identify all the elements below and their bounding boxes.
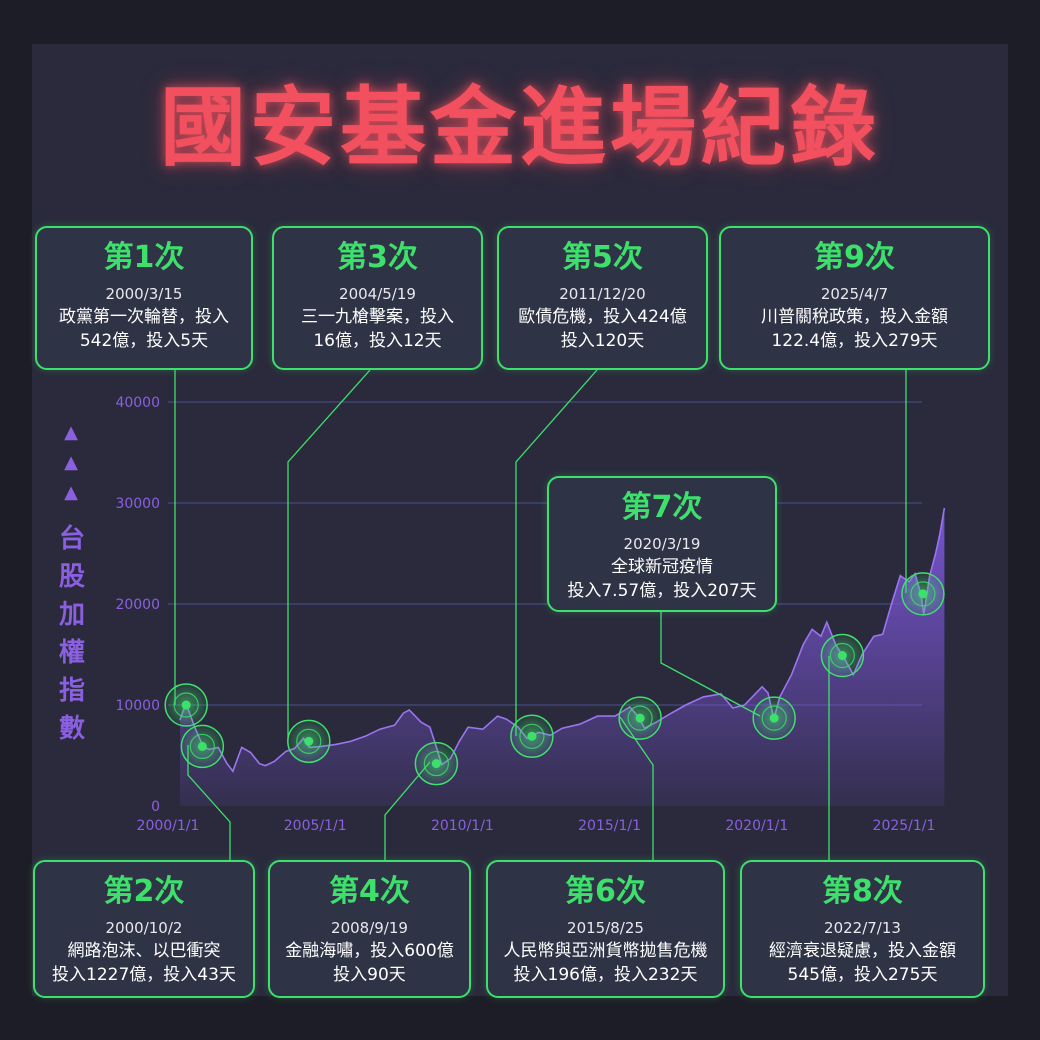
background-panel [32,44,1008,996]
event-label: 第4次 [329,874,410,909]
connector-line [515,369,598,736]
event-marker-dot [837,651,847,661]
event-description: 經濟衰退疑慮，投入金額 [769,941,956,961]
event-card: 第8次 2022/7/13 經濟衰退疑慮，投入金額 545億，投入275天 [740,860,985,998]
event-card: 第3次 2004/5/19 三一九槍擊案，投入 16億，投入12天 [272,226,483,370]
x-tick-label: 2015/1/1 [578,818,641,834]
event-description: 122.4億，投入279天 [771,331,938,351]
y-tick-label: 10000 [115,698,160,714]
event-marker-dot [635,713,645,723]
event-marker-dot [527,731,537,741]
event-date: 2015/8/25 [567,919,644,937]
event-description: 三一九槍擊案，投入 [301,307,454,327]
event-description: 網路泡沫、以巴衝突 [67,941,221,961]
event-marker-inner-ring [910,581,936,607]
event-date: 2025/4/7 [820,285,889,303]
event-label: 第7次 [621,490,703,525]
connector-line [287,369,371,740]
event-marker-inner-ring [627,705,653,731]
event-date: 2000/10/2 [105,919,183,937]
event-card: 第1次 2000/3/15 政黨第一次輪替，投入 542億，投入5天 [35,226,253,370]
y-tick-label: 40000 [115,395,160,411]
x-tick-label: 2010/1/1 [431,818,494,834]
event-marker-inner-ring [173,692,199,718]
event-marker-dot [181,700,191,710]
event-date: 2020/3/19 [623,535,701,553]
event-marker-inner-ring [296,728,322,754]
event-description: 投入1227億，投入43天 [52,965,236,985]
event-label: 第1次 [103,240,185,275]
event-description: 歐債危機，投入424億 [518,307,687,327]
x-tick-label: 2025/1/1 [873,818,936,834]
event-marker-inner-ring [519,723,545,749]
event-label: 第2次 [103,874,185,909]
event-card: 第2次 2000/10/2 網路泡沫、以巴衝突 投入1227億，投入43天 [33,860,255,998]
connector-line [384,761,431,860]
event-description: 金融海嘯，投入600億 [285,941,454,961]
x-tick-label: 2000/1/1 [137,818,200,834]
event-card: 第5次 2011/12/20 歐債危機，投入424億 投入120天 [497,226,708,370]
event-card: 第9次 2025/4/7 川普關稅政策，投入金額 122.4億，投入279天 [719,226,990,370]
event-marker-dot [304,736,314,746]
y-tick-label: 0 [151,799,160,815]
event-card: 第6次 2015/8/25 人民幣與亞洲貨幣拋售危機 投入196億，投入232天 [486,860,725,998]
event-marker-dot [197,741,207,751]
event-marker-dot [431,759,441,769]
event-description: 投入196億，投入232天 [513,965,698,985]
event-description: 人民幣與亞洲貨幣拋售危機 [503,941,708,961]
event-date: 2022/7/13 [824,919,901,937]
event-marker-dot [769,713,779,723]
y-tick-label: 30000 [115,496,160,512]
event-marker-inner-ring [423,750,449,777]
event-label: 第9次 [814,240,895,275]
event-card: 第7次 2020/3/19 全球新冠疫情投入7.57億，投入207天 [547,476,777,612]
event-label: 第6次 [565,874,646,909]
event-date: 2011/12/20 [559,285,646,303]
event-description: 投入7.57億，投入207天 [567,581,757,601]
event-description: 全球新冠疫情 [611,557,713,577]
event-description: 川普關稅政策，投入金額 [761,307,948,327]
event-description: 投入90天 [333,965,406,985]
up-arrow-icon: ▲ [64,482,78,503]
event-date: 2008/9/19 [331,919,408,937]
page-title: 國安基金進場紀錄 [160,78,880,178]
event-marker-dot [918,589,928,599]
up-arrow-icon: ▲ [64,422,78,443]
event-marker-inner-ring [189,733,215,760]
index-area [180,508,945,806]
y-axis-arrows: ▲ ▲ ▲ [58,418,84,508]
y-tick-label: 20000 [115,597,160,613]
event-label: 第5次 [562,240,643,275]
x-tick-label: 2005/1/1 [284,818,347,834]
event-description: 16億，投入12天 [313,331,442,351]
event-description: 545億，投入275天 [787,965,938,985]
event-marker-inner-ring [761,705,787,731]
event-date: 2004/5/19 [339,285,416,303]
event-label: 第8次 [822,874,903,909]
event-marker-inner-ring [829,642,855,669]
up-arrow-icon: ▲ [64,452,78,473]
event-date: 2000/3/15 [105,285,183,303]
event-label: 第3次 [337,240,418,275]
event-description: 投入120天 [560,331,645,351]
event-card: 第4次 2008/9/19 金融海嘯，投入600億 投入90天 [268,860,471,998]
event-description: 542億，投入5天 [79,331,209,351]
x-tick-label: 2020/1/1 [725,818,788,834]
event-description: 政黨第一次輪替，投入 [59,307,229,327]
connector-line [660,612,761,717]
y-axis-label: 台股加權指數 [58,524,85,744]
